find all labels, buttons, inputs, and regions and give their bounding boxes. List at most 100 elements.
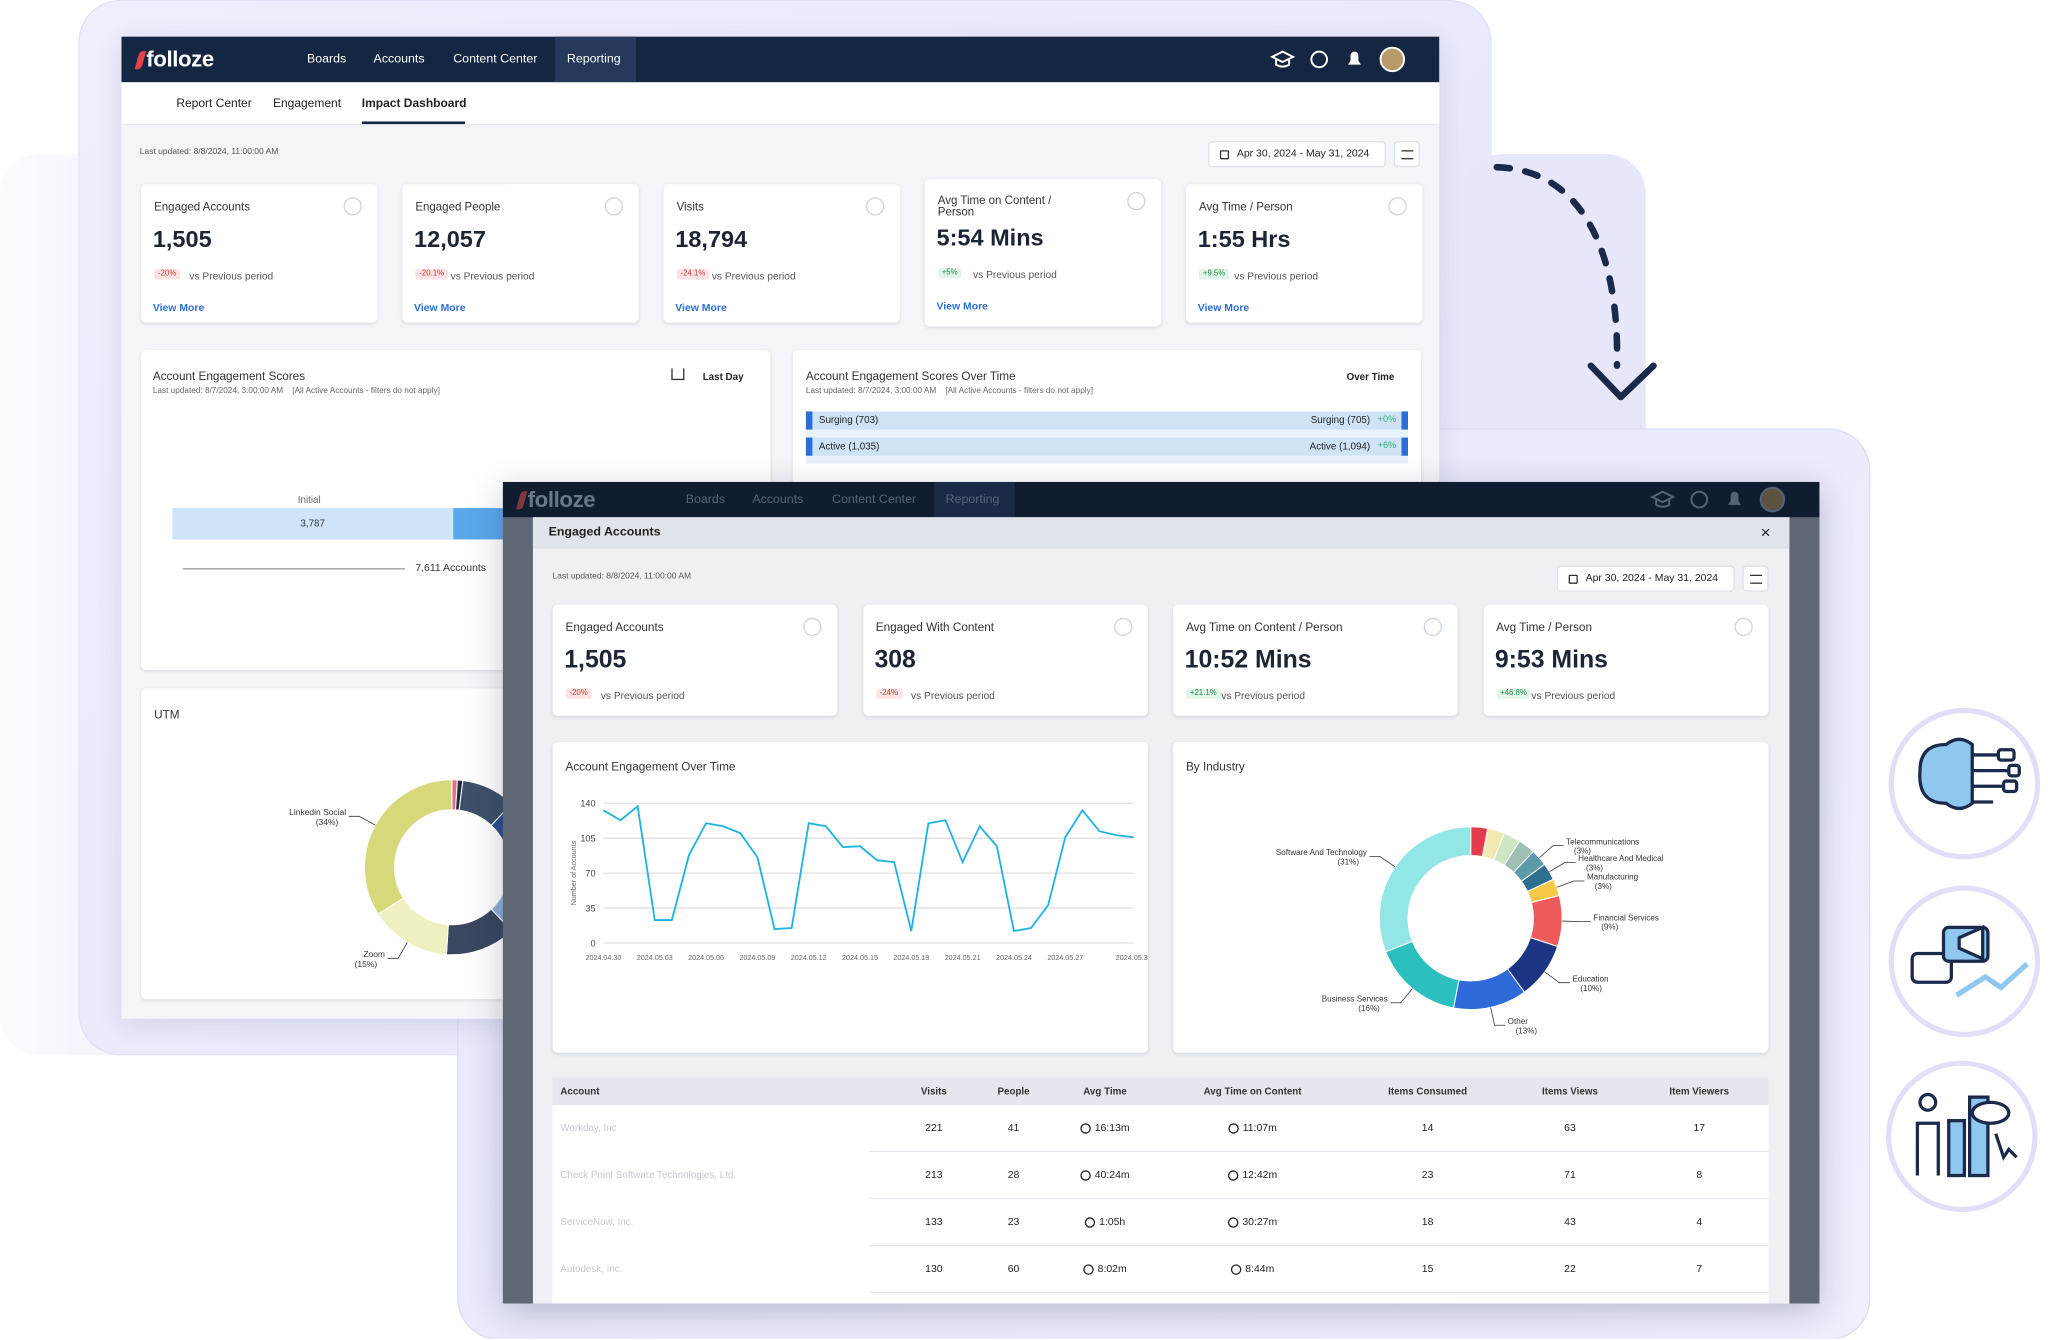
leader-line: [1562, 920, 1591, 923]
total-label: 7,611 Accounts: [415, 561, 487, 574]
kpi-compare: vs Previous period: [1234, 270, 1319, 283]
leader-line: [348, 815, 376, 826]
card-title: Account Engagement Over Time: [565, 760, 736, 774]
kpi-label: Engaged Accounts: [154, 199, 250, 213]
icon-megaphone: [1888, 885, 2041, 1038]
table-cell: 11:07m: [1228, 1105, 1277, 1152]
logo[interactable]: folloze: [516, 482, 637, 517]
column-header[interactable]: Visits: [920, 1085, 947, 1098]
slice-value-label: (15%): [355, 959, 378, 969]
kpi-change: +9.5%: [1199, 269, 1230, 280]
flow-from: Surging (703): [818, 414, 879, 426]
row-divider: [869, 1244, 1769, 1247]
kpi-value: 9:53 Mins: [1494, 646, 1608, 674]
kpi-change: -20.1%: [415, 269, 449, 280]
slice-label: Linkedin Social: [289, 807, 346, 817]
x-tick-label: 2024.05.18: [893, 954, 929, 962]
dropdown[interactable]: Last Day: [702, 370, 744, 383]
account-name[interactable]: Check Point Software Technologies, Ltd.: [560, 1168, 737, 1181]
slice-value-label: (31%): [1337, 858, 1359, 867]
view-more[interactable]: View More: [152, 301, 205, 314]
kpi-compare: vs Previous period: [1531, 689, 1616, 702]
dropdown[interactable]: Over Time: [1346, 370, 1395, 383]
table-cell: 60: [1007, 1263, 1020, 1275]
top-nav: folloze Boards Accounts Content Center Repor…: [121, 36, 1440, 83]
column-header[interactable]: Account: [560, 1085, 600, 1098]
nav-item[interactable]: Accounts: [752, 492, 804, 507]
line-chart: 0 35 70 105 140 Number of Accounts 2024.04.30 2…: [570, 799, 1148, 962]
clock-icon: [1080, 1123, 1091, 1134]
donut-slice: [363, 779, 453, 915]
filter-button[interactable]: [1742, 565, 1769, 592]
kpi-icon: [1127, 191, 1146, 211]
nav-item[interactable]: Accounts: [373, 52, 425, 67]
slice-value-label: (10%): [1580, 984, 1602, 993]
kpi-label: Engaged Accounts: [565, 620, 664, 634]
date-range: Apr 30, 2024 - May 31, 2024: [1585, 572, 1719, 584]
download-icon[interactable]: [671, 368, 685, 381]
chart-card: By Industry Telecommunications (3%) Healthc…: [1172, 741, 1769, 1053]
nav-item[interactable]: Boards: [306, 52, 347, 67]
y-tick-label: 105: [580, 833, 595, 843]
y-tick-label: 0: [591, 938, 596, 948]
filter-icon: [1401, 150, 1414, 160]
column-header[interactable]: Item Viewers: [1669, 1085, 1730, 1098]
stage-label: Initial: [297, 493, 321, 506]
kpi-card: Visits 18,794 -24.1% vs Previous period View…: [663, 184, 900, 323]
logo-text: folloze: [146, 46, 214, 72]
kpi-value: 5:54 Mins: [936, 224, 1044, 251]
date-picker[interactable]: Apr 30, 2024 - May 31, 2024: [1556, 565, 1735, 592]
donut-slice: [1378, 826, 1472, 953]
x-tick-label: 2024.05.21: [945, 954, 981, 962]
tab[interactable]: Impact Dashboard: [361, 96, 467, 110]
nav-item[interactable]: Reporting: [945, 492, 1000, 507]
filter-button[interactable]: [1393, 141, 1420, 168]
kpi-icon: [343, 197, 362, 216]
card-subtitle: Last updated: 8/7/2024, 3:00:00 AM [All …: [152, 386, 440, 396]
modal-dialog: Engaged Accounts × Last updated: 8/8/2024,…: [532, 517, 1790, 1304]
column-header[interactable]: Avg Time on Content: [1203, 1085, 1302, 1098]
account-name[interactable]: ServiceNow, Inc.: [560, 1215, 634, 1228]
kpi-icon: [1733, 617, 1753, 637]
last-updated: Last updated: 8/8/2024, 11:00:00 AM: [552, 572, 692, 582]
table-cell: 133: [925, 1215, 943, 1228]
view-more[interactable]: View More: [414, 301, 466, 314]
table-cell: 1:05h: [1084, 1199, 1125, 1246]
nav-item[interactable]: Content Center: [831, 492, 917, 507]
view-more[interactable]: View More: [1197, 301, 1250, 314]
table-cell: 22: [1564, 1263, 1576, 1275]
table-cell: 130: [925, 1263, 943, 1275]
tab[interactable]: Engagement: [272, 96, 342, 110]
kpi-change: -20%: [565, 688, 592, 699]
flow-change: +6%: [1377, 441, 1397, 451]
nav-active-bg: [555, 36, 637, 83]
tab[interactable]: Report Center: [176, 96, 252, 110]
table-cell: 7: [1696, 1263, 1703, 1275]
kpi-change: -20%: [154, 269, 181, 280]
view-more[interactable]: View More: [675, 301, 727, 314]
date-picker[interactable]: Apr 30, 2024 - May 31, 2024: [1208, 141, 1386, 168]
leader-line: [1539, 845, 1564, 859]
view-more[interactable]: View More: [936, 300, 988, 313]
column-header[interactable]: Items Consumed: [1388, 1085, 1468, 1098]
nav-item[interactable]: Boards: [685, 492, 726, 507]
account-name[interactable]: Autodesk, Inc.: [560, 1263, 623, 1275]
kpi-card: Avg Time on Content / Person 10:52 Mins +2…: [1172, 604, 1458, 716]
close-button[interactable]: ×: [1760, 522, 1771, 543]
nav-item[interactable]: Reporting: [566, 52, 621, 67]
column-header[interactable]: Items Views: [1541, 1085, 1598, 1098]
column-header[interactable]: Avg Time: [1083, 1085, 1127, 1098]
leader-line: [1390, 988, 1413, 1004]
clock-icon: [1228, 1123, 1239, 1134]
table-cell: 23: [1421, 1168, 1434, 1181]
nav-item[interactable]: Content Center: [453, 52, 538, 67]
column-header[interactable]: People: [997, 1085, 1030, 1098]
kpi-compare: vs Previous period: [911, 689, 995, 702]
last-updated: Last updated: 8/8/2024, 11:00:00 AM: [139, 147, 279, 157]
logo[interactable]: folloze: [134, 37, 255, 83]
table-cell: 12:42m: [1227, 1152, 1277, 1199]
account-name[interactable]: Workday, Inc: [560, 1121, 617, 1134]
kpi-card: Engaged Accounts 1,505 -20% vs Previous per…: [141, 184, 378, 323]
